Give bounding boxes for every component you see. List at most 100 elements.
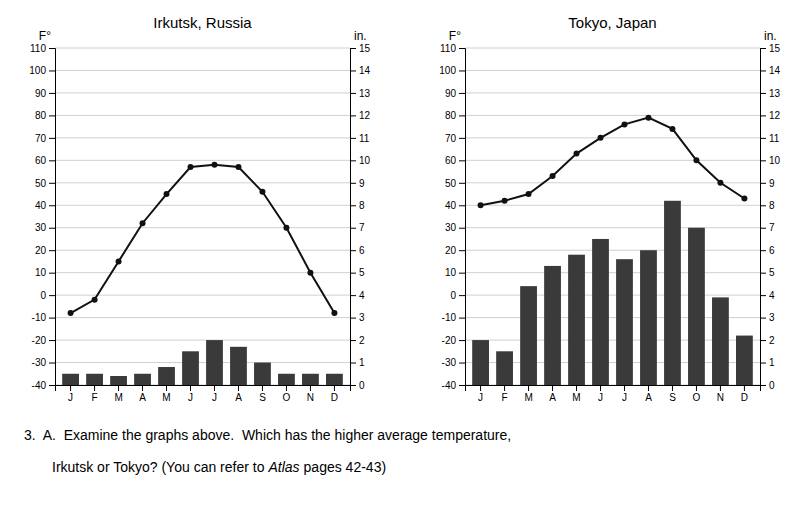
- tick-label: 10: [445, 267, 457, 278]
- tick: 40: [35, 200, 55, 211]
- bar: [62, 374, 79, 385]
- grid-line: [55, 137, 350, 138]
- tick-label: -30: [442, 357, 457, 368]
- tick: J: [188, 385, 193, 403]
- tick: 15: [760, 43, 781, 54]
- tick: S: [669, 385, 676, 403]
- tick-mark: [350, 115, 356, 116]
- tick-label: 0: [450, 290, 456, 301]
- bar: [496, 351, 513, 385]
- tick-mark: [760, 160, 766, 161]
- tick: -10: [32, 312, 55, 323]
- tick: A: [235, 385, 242, 403]
- tick-mark: [49, 205, 55, 206]
- line: [71, 165, 335, 313]
- tick-label: J: [622, 392, 627, 403]
- tick-label: 30: [445, 222, 457, 233]
- tick-mark: [49, 93, 55, 94]
- tick: 30: [445, 222, 465, 233]
- bar: [568, 255, 585, 385]
- tick-label: 40: [445, 200, 457, 211]
- tick-mark: [238, 385, 239, 391]
- tick: 20: [35, 245, 55, 256]
- tick: 110: [440, 43, 465, 54]
- tick-label: -20: [32, 335, 47, 346]
- tick-mark: [350, 183, 356, 184]
- grid-line: [55, 250, 350, 251]
- tick-label: A: [645, 392, 652, 403]
- marker: [741, 196, 747, 202]
- marker: [188, 164, 194, 170]
- grid-line: [465, 227, 760, 228]
- bar: [520, 286, 537, 385]
- tick: M: [572, 385, 580, 403]
- tick-mark: [459, 138, 465, 139]
- tick-mark: [94, 385, 95, 391]
- axis-label: in.: [764, 29, 777, 43]
- tick: J: [478, 385, 483, 403]
- tick-label: -10: [32, 312, 47, 323]
- tick-label: 30: [35, 222, 47, 233]
- tick-mark: [350, 340, 356, 341]
- bar: [86, 374, 103, 385]
- marker: [164, 191, 170, 197]
- tick: J: [598, 385, 603, 403]
- grid-line: [465, 295, 760, 296]
- grid-line: [55, 272, 350, 273]
- tick-label: F: [502, 392, 508, 403]
- tick-label: 60: [445, 155, 457, 166]
- tick-mark: [459, 70, 465, 71]
- grid-line: [465, 250, 760, 251]
- tick: 7: [350, 222, 365, 233]
- tick-mark: [459, 160, 465, 161]
- line: [481, 118, 745, 206]
- tick-mark: [49, 295, 55, 296]
- tick-mark: [504, 385, 505, 391]
- tick-mark: [49, 273, 55, 274]
- tick-mark: [459, 385, 465, 386]
- grid-line: [55, 340, 350, 341]
- axis: 0123456789101112131415: [760, 43, 781, 391]
- tick-mark: [760, 70, 766, 71]
- tick-label: 8: [769, 200, 775, 211]
- tick-label: 1: [359, 357, 365, 368]
- grid-line: [55, 227, 350, 228]
- tick-label: A: [549, 392, 556, 403]
- tick-mark: [350, 138, 356, 139]
- marker: [259, 189, 265, 195]
- marker: [645, 115, 651, 121]
- bar: [736, 336, 753, 385]
- figure: -40-30-20-100102030405060708090100110012…: [0, 0, 800, 519]
- tick-mark: [190, 385, 191, 391]
- tick-label: 7: [769, 222, 775, 233]
- tick: 1: [760, 357, 775, 368]
- grid-line: [465, 48, 760, 49]
- tick-label: 7: [359, 222, 365, 233]
- tick-mark: [672, 385, 673, 391]
- tick: 14: [350, 65, 371, 76]
- tick: 10: [350, 155, 371, 166]
- tick: 40: [445, 200, 465, 211]
- tick: 5: [760, 267, 775, 278]
- tick-mark: [552, 385, 553, 391]
- grid-line: [55, 295, 350, 296]
- bar: [110, 376, 127, 385]
- tick: 4: [350, 290, 365, 301]
- tick-label: M: [162, 392, 170, 403]
- tick: O: [283, 385, 291, 403]
- tick-mark: [624, 385, 625, 391]
- tick: 2: [760, 335, 775, 346]
- tick-label: S: [669, 392, 676, 403]
- tick-label: 15: [359, 43, 371, 54]
- tick: -10: [442, 312, 465, 323]
- grid-line: [465, 160, 760, 161]
- grid-line: [465, 182, 760, 183]
- tick-mark: [49, 160, 55, 161]
- tick-label: 4: [769, 290, 775, 301]
- marker: [598, 135, 604, 141]
- marker: [331, 310, 337, 316]
- tick-mark: [49, 250, 55, 251]
- tick-label: 0: [769, 380, 775, 391]
- tick: A: [645, 385, 652, 403]
- tick-mark: [350, 160, 356, 161]
